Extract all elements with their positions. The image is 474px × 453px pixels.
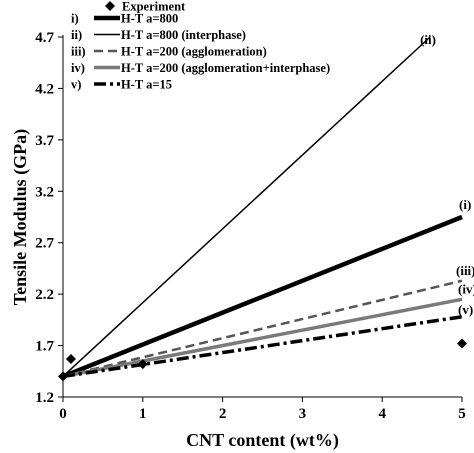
legend-tag-4: iv) — [71, 61, 85, 75]
legend-label-1: H-T a=800 — [121, 12, 178, 26]
experiment-point — [65, 353, 76, 364]
axes: 1.2 1.7 2.2 2.7 3.2 3.7 4.2 4.7 0 1 2 3 4 5 — [35, 30, 466, 422]
legend-tag-2: ii) — [71, 28, 82, 42]
legend-label-2: H-T a=800 (interphase) — [121, 28, 246, 42]
experiment-point — [137, 359, 148, 370]
legend-experiment-marker — [105, 1, 115, 11]
experiment-point — [58, 371, 68, 382]
legend-tag-5: v) — [71, 78, 81, 92]
legend-label-4: H-T a=200 (agglomeration+interphase) — [121, 61, 330, 75]
series-line-3 — [62, 279, 463, 378]
y-tick-label: 4.2 — [35, 81, 54, 97]
x-axis-title: CNT content (wt%) — [186, 430, 339, 451]
series-end-label-5: (v) — [458, 302, 473, 317]
x-tick-label: 4 — [378, 406, 386, 422]
y-tick-label: 2.2 — [35, 287, 54, 303]
x-tick-label: 0 — [59, 406, 67, 422]
series-line-1 — [62, 214, 463, 379]
series-end-label-2: (ii) — [420, 32, 436, 47]
y-tick-label: 4.7 — [35, 30, 54, 46]
legend-tag-1: i) — [71, 12, 79, 26]
experiment-point — [457, 338, 467, 349]
series-end-label-3: (iii) — [456, 263, 474, 278]
y-tick-label: 2.7 — [35, 236, 54, 252]
x-tick-label: 2 — [219, 406, 227, 422]
x-tick-label: 5 — [458, 406, 466, 422]
y-tick-label: 1.2 — [35, 390, 54, 406]
series-end-labels: (i) (ii) (iii) (iv) (v) — [420, 32, 474, 317]
y-axis-title: Tensile Modulus (GPa) — [10, 129, 31, 305]
y-tick-label: 3.2 — [35, 184, 54, 200]
x-tick-label: 1 — [139, 406, 147, 422]
series-line-2 — [62, 36, 431, 377]
legend-label-3: H-T a=200 (agglomeration) — [121, 45, 267, 59]
series-layer — [62, 36, 463, 379]
x-tick-label: 3 — [299, 406, 307, 422]
legend-label-5: H-T a=15 — [121, 78, 172, 92]
series-line-4 — [62, 297, 463, 379]
y-tick-label: 3.7 — [35, 133, 54, 149]
y-tick-label: 1.7 — [35, 339, 54, 355]
experiment-points — [58, 338, 467, 382]
series-line-5 — [62, 315, 463, 379]
series-end-label-1: (i) — [459, 197, 471, 212]
legend-tag-3: iii) — [71, 45, 86, 59]
legend: Experiment i) H-T a=800 ii) H-T a=800 (inter… — [71, 0, 330, 92]
series-end-label-4: (iv) — [458, 281, 474, 296]
legend-experiment-label: Experiment — [122, 0, 186, 14]
